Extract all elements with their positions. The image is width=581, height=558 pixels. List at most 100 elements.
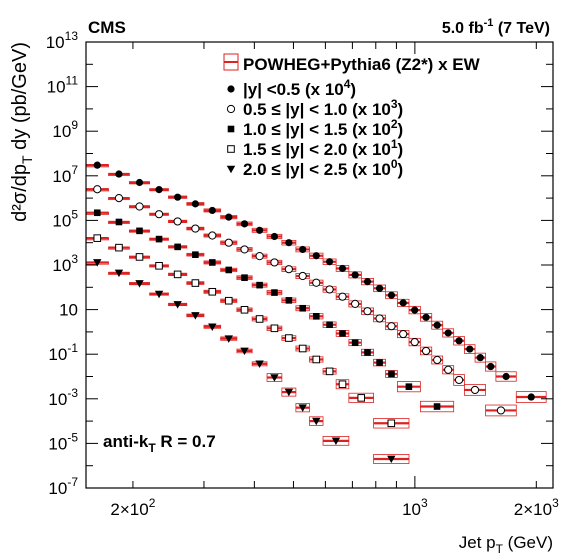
data-point: [433, 403, 441, 410]
data-point: [422, 313, 430, 321]
data-point: [191, 224, 200, 233]
data-point: [331, 437, 341, 446]
data-point: [363, 278, 372, 286]
data-point: [376, 359, 383, 366]
data-point: [326, 321, 333, 329]
data-point: [93, 209, 101, 217]
data-point: [357, 394, 366, 402]
data-point: [135, 178, 144, 187]
legend-marker: [226, 104, 236, 114]
data-point: [363, 307, 372, 316]
data-point: [466, 345, 474, 353]
data-point: [298, 271, 307, 281]
data-point: [191, 279, 200, 287]
data-point: [285, 297, 293, 304]
data-point: [298, 344, 307, 353]
chart-marks: [85, 161, 547, 464]
legend-entry-label: 1.5 ≤ |y| < 2.0 (x 101): [243, 137, 403, 159]
data-point: [93, 259, 102, 267]
data-point: [399, 329, 408, 339]
legend-theory-label: POWHEG+Pythia6 (Z2*) x EW: [243, 55, 481, 74]
data-point: [154, 210, 164, 219]
data-point: [411, 306, 419, 314]
legend-marker: [227, 125, 235, 133]
algorithm-annotation: anti-kT R = 0.7: [103, 432, 216, 455]
data-point: [375, 284, 384, 292]
data-point: [375, 314, 384, 323]
data-point: [208, 287, 217, 296]
data-point: [351, 271, 359, 279]
data-point: [433, 321, 441, 329]
data-point: [325, 285, 334, 294]
data-point: [115, 218, 123, 226]
legend-marker: [226, 165, 236, 174]
data-point: [496, 406, 506, 415]
y-tick-label: 105: [52, 207, 78, 230]
legend-entry-label: |y| <0.5 (x 104): [243, 77, 356, 99]
data-point: [241, 274, 248, 281]
y-tick-label: 10-1: [48, 341, 78, 364]
axis-ticks: 1013 1011 109 107 105 103 10 10-1 10-3 10-5 10-7 2×…: [46, 29, 559, 519]
data-point: [454, 375, 464, 385]
data-point: [312, 252, 320, 260]
data-point: [312, 417, 321, 426]
x-tick-label: 103: [402, 496, 428, 519]
data-point: [93, 185, 102, 194]
legend: POWHEG+Pythia6 (Z2*) x EW |y| <0.5 (x 104…: [223, 53, 481, 179]
legend-entry-3: 1.0 ≤ |y| < 1.5 (x 102): [227, 117, 403, 139]
legend-theory: POWHEG+Pythia6 (Z2*) x EW: [223, 53, 481, 74]
data-point: [433, 355, 442, 365]
plot-frame: [85, 41, 554, 489]
data-point: [255, 252, 264, 261]
y-tick-label: 1011: [47, 74, 79, 97]
series-4: [85, 234, 410, 429]
data-point: [421, 346, 431, 356]
data-point: [192, 251, 199, 258]
data-point: [115, 243, 123, 252]
data-point: [174, 243, 181, 251]
data-point: [284, 388, 294, 397]
data-point: [387, 455, 396, 464]
data-point: [502, 372, 510, 381]
data-point: [174, 193, 182, 201]
experiment-label: CMS: [88, 18, 126, 37]
data-point: [487, 362, 495, 371]
data-point: [255, 315, 264, 323]
data-point: [114, 194, 124, 203]
data-point: [388, 370, 395, 378]
data-point: [444, 365, 453, 374]
legend-entry-1: |y| <0.5 (x 104): [227, 77, 356, 99]
data-point: [351, 339, 359, 346]
data-point: [284, 265, 293, 274]
data-point: [240, 347, 249, 356]
data-point: [351, 299, 360, 309]
luminosity-label: 5.0 fb-1 (7 TeV): [442, 17, 550, 37]
y-tick-label: 10-3: [48, 386, 78, 409]
data-point: [312, 355, 321, 364]
series-5: [85, 259, 410, 464]
legend-entry-5: 2.0 ≤ |y| < 2.5 (x 100): [226, 157, 403, 179]
data-point: [155, 235, 163, 243]
data-point: [476, 354, 484, 362]
data-point: [173, 270, 182, 279]
legend-marker: [227, 145, 235, 153]
y-axis-label: d²σ/dpT dy (pb/GeV): [9, 42, 35, 222]
data-point: [93, 234, 102, 242]
data-point: [298, 404, 307, 412]
x-tick-label: 2×103: [514, 496, 559, 519]
data-point: [271, 289, 278, 296]
data-point: [191, 200, 199, 208]
y-tick-label: 10-5: [48, 430, 78, 453]
x-axis-label: Jet pT (GeV): [459, 533, 553, 556]
data-point: [338, 292, 347, 301]
data-point: [135, 202, 144, 211]
data-point: [136, 227, 143, 235]
series-2: [85, 185, 517, 417]
data-point: [114, 269, 124, 278]
legend-entry-4: 1.5 ≤ |y| < 2.0 (x 101): [227, 137, 403, 159]
data-point: [312, 278, 321, 287]
data-point: [338, 264, 347, 273]
